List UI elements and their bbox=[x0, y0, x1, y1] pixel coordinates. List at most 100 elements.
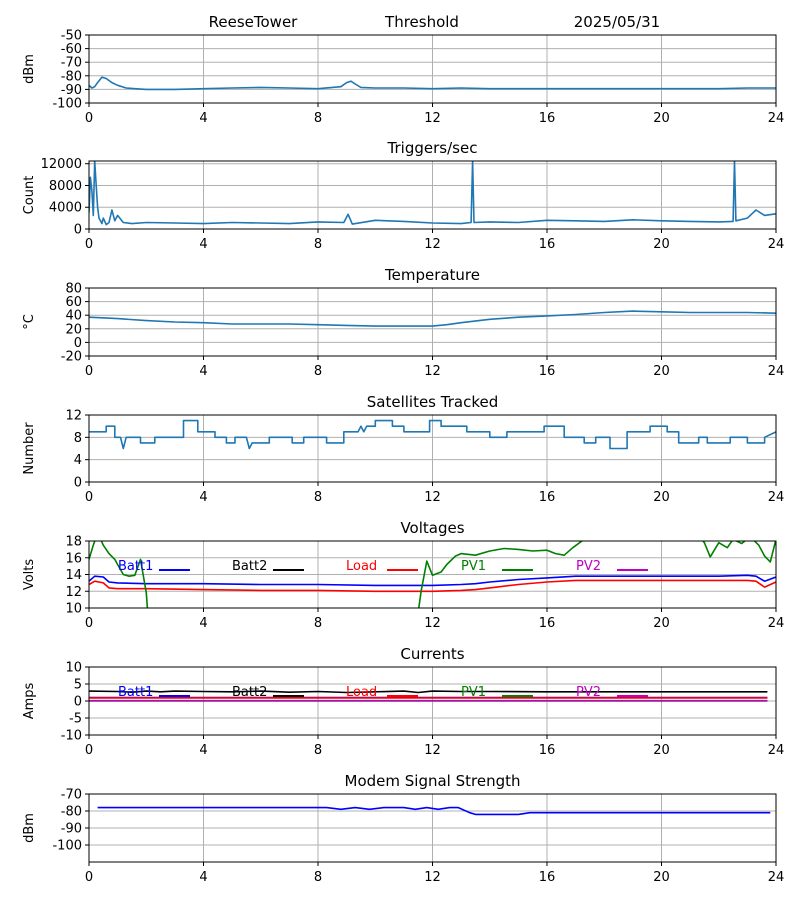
series-line-pv1 bbox=[89, 541, 776, 608]
y-tick-label: 4000 bbox=[49, 201, 82, 216]
y-tick-label: 0 bbox=[74, 476, 82, 491]
legend-label-pv1: PV1 bbox=[461, 685, 486, 700]
panel-modem: 0 4 8 12 16 20 24 -100 -90 -80 -70 Modem Signal Str… bbox=[22, 772, 784, 885]
y-tick-label: 14 bbox=[65, 568, 82, 583]
y-tick-label: 40 bbox=[65, 309, 82, 324]
y-tick-label: 4 bbox=[74, 453, 82, 468]
header-date: 2025/05/31 bbox=[574, 13, 660, 31]
series-group bbox=[89, 541, 776, 608]
y-tick-label: 5 bbox=[74, 678, 82, 693]
y-tick-label: 12 bbox=[65, 409, 82, 424]
series-group bbox=[89, 310, 776, 327]
y-tick-label: -20 bbox=[61, 350, 82, 365]
y-axis-label: Count bbox=[22, 176, 37, 215]
y-tick-label: 80 bbox=[65, 282, 82, 297]
panel-triggers: 0 4 8 12 16 20 24 0 4000 8000 12000 Triggers/sec Cou… bbox=[22, 139, 784, 252]
x-tick-label: 0 bbox=[85, 870, 93, 885]
x-tick-label: 4 bbox=[199, 616, 207, 631]
x-tick-label: 4 bbox=[199, 111, 207, 126]
panel-signal: 0 4 8 12 16 20 24 -100-90-80-70-60-50 dBm bbox=[22, 29, 784, 127]
x-tick-label: 24 bbox=[768, 870, 785, 885]
x-tick-label: 20 bbox=[653, 111, 670, 126]
x-tick-label: 24 bbox=[768, 237, 785, 252]
x-tick-label: 16 bbox=[539, 490, 556, 505]
x-tick-label: 0 bbox=[85, 111, 93, 126]
legend-label-pv2: PV2 bbox=[576, 685, 601, 700]
legend-label-batt2: Batt2 bbox=[232, 685, 267, 700]
series-line-signal bbox=[89, 76, 776, 91]
y-axis-label: Volts bbox=[22, 559, 37, 591]
y-tick-label: -50 bbox=[61, 29, 82, 44]
x-tick-label: 12 bbox=[424, 743, 441, 758]
x-tick-label: 24 bbox=[768, 364, 785, 379]
series-line-triggers bbox=[89, 161, 776, 226]
x-tick-label: 0 bbox=[85, 743, 93, 758]
x-tick-label: 24 bbox=[768, 743, 785, 758]
y-tick-label: 0 bbox=[74, 336, 82, 351]
y-tick-label: 0 bbox=[74, 223, 82, 238]
x-tick-label: 24 bbox=[768, 111, 785, 126]
panel-currents: 0 4 8 12 16 20 24 -10 -5 0 5 10 Currents Amps Batt1 Bat… bbox=[22, 645, 784, 758]
y-tick-label: -90 bbox=[61, 83, 82, 98]
series-group bbox=[89, 419, 776, 450]
y-tick-label: 18 bbox=[65, 535, 82, 550]
panel-title: Modem Signal Strength bbox=[345, 772, 521, 790]
legend-label-pv1: PV1 bbox=[461, 559, 486, 574]
panel-title: Triggers/sec bbox=[387, 139, 478, 157]
x-tick-label: 8 bbox=[314, 364, 322, 379]
y-axis-label: Number bbox=[22, 422, 37, 475]
x-tick-label: 0 bbox=[85, 237, 93, 252]
x-tick-label: 8 bbox=[314, 111, 322, 126]
series-group bbox=[89, 690, 768, 702]
x-tick-label: 8 bbox=[314, 870, 322, 885]
x-tick-label: 4 bbox=[199, 237, 207, 252]
legend-label-load: Load bbox=[346, 559, 377, 574]
y-axis-label: °C bbox=[22, 314, 37, 330]
x-tick-label: 16 bbox=[539, 616, 556, 631]
series-line-batt1 bbox=[89, 574, 776, 587]
x-tick-label: 20 bbox=[653, 870, 670, 885]
x-tick-label: 16 bbox=[539, 743, 556, 758]
series-group bbox=[89, 161, 776, 226]
y-axis-label: Amps bbox=[22, 682, 37, 719]
x-tick-label: 12 bbox=[424, 490, 441, 505]
y-tick-label: 8 bbox=[74, 431, 82, 446]
x-tick-label: 12 bbox=[424, 237, 441, 252]
x-tick-label: 4 bbox=[199, 490, 207, 505]
panel-title: Satellites Tracked bbox=[367, 393, 498, 411]
x-tick-label: 20 bbox=[653, 364, 670, 379]
y-tick-label: -90 bbox=[61, 822, 82, 837]
x-tick-label: 0 bbox=[85, 364, 93, 379]
y-tick-label: 0 bbox=[74, 695, 82, 710]
y-tick-label: 12000 bbox=[41, 157, 82, 172]
x-tick-label: 20 bbox=[653, 616, 670, 631]
x-tick-label: 0 bbox=[85, 490, 93, 505]
series-line-satellites bbox=[89, 419, 776, 450]
header-station: ReeseTower bbox=[209, 13, 299, 31]
x-tick-label: 20 bbox=[653, 490, 670, 505]
series-line-temperature bbox=[89, 310, 776, 327]
y-tick-label: 16 bbox=[65, 551, 82, 566]
x-tick-label: 8 bbox=[314, 616, 322, 631]
y-axis-label: dBm bbox=[22, 54, 37, 84]
x-tick-label: 12 bbox=[424, 616, 441, 631]
series-group bbox=[97, 806, 771, 816]
y-tick-label: -70 bbox=[61, 788, 82, 803]
y-tick-label: -70 bbox=[61, 56, 82, 71]
legend-label-load: Load bbox=[346, 685, 377, 700]
y-tick-label: 8000 bbox=[49, 179, 82, 194]
series-line-load bbox=[89, 579, 776, 593]
x-tick-label: 12 bbox=[424, 111, 441, 126]
x-tick-label: 16 bbox=[539, 237, 556, 252]
x-tick-label: 20 bbox=[653, 743, 670, 758]
panel-satellites: 0 4 8 12 16 20 24 0 4 8 12 Satellites Tracked Number bbox=[22, 393, 784, 505]
legend-label-batt1: Batt1 bbox=[118, 685, 153, 700]
y-tick-label: -100 bbox=[52, 839, 82, 854]
y-tick-label: -80 bbox=[61, 69, 82, 84]
y-tick-label: -60 bbox=[61, 42, 82, 57]
x-tick-label: 12 bbox=[424, 364, 441, 379]
